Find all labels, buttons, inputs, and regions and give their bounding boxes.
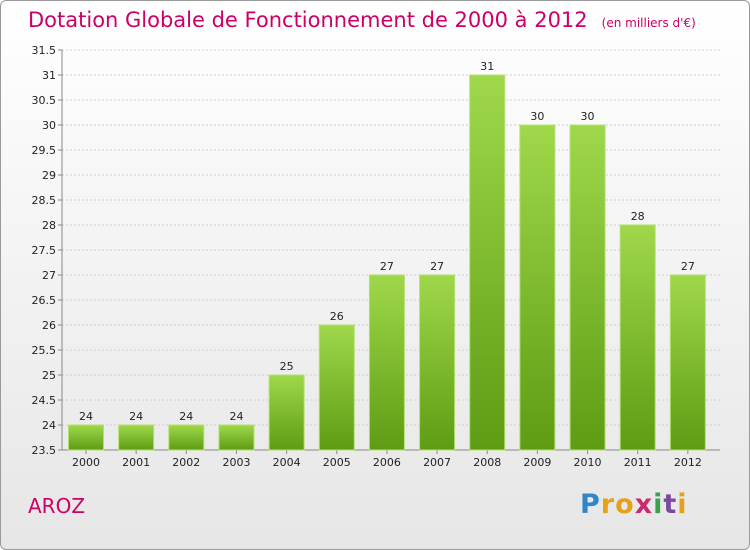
bar xyxy=(669,274,706,451)
x-tick-label: 2009 xyxy=(523,456,551,469)
y-tick-label: 27 xyxy=(42,269,56,282)
x-tick-label: 2012 xyxy=(674,456,702,469)
x-tick-label: 2003 xyxy=(222,456,250,469)
y-tick-label: 31 xyxy=(42,69,56,82)
bar-value-label: 27 xyxy=(681,260,695,273)
x-tick-label: 2007 xyxy=(423,456,451,469)
y-tick-label: 28 xyxy=(42,219,56,232)
x-tick-label: 2000 xyxy=(72,456,100,469)
y-tick-label: 24.5 xyxy=(32,394,57,407)
bar-value-label: 24 xyxy=(179,410,193,423)
bar-value-label: 27 xyxy=(430,260,444,273)
unit-label: (en milliers d'€) xyxy=(601,16,696,30)
y-tick-label: 25.5 xyxy=(32,344,57,357)
y-tick-label: 27.5 xyxy=(32,244,57,257)
y-tick-label: 24 xyxy=(42,419,56,432)
bar-value-label: 25 xyxy=(280,360,294,373)
y-tick-label: 29 xyxy=(42,169,56,182)
logo-letter: i xyxy=(653,489,664,520)
x-tick-label: 2005 xyxy=(323,456,351,469)
y-tick-label: 28.5 xyxy=(32,194,57,207)
logo-letter: r xyxy=(600,489,616,520)
bar xyxy=(569,124,606,451)
x-tick-label: 2002 xyxy=(172,456,200,469)
y-tick-label: 31.5 xyxy=(32,44,57,57)
bar-value-label: 24 xyxy=(129,410,143,423)
logo-letter: P xyxy=(580,489,601,520)
chart-title: Dotation Globale de Fonctionnement de 20… xyxy=(28,8,696,32)
x-tick-label: 2006 xyxy=(373,456,401,469)
logo-letter: i xyxy=(677,489,688,520)
x-tick-label: 2010 xyxy=(574,456,602,469)
bar-value-label: 28 xyxy=(631,210,645,223)
y-tick-labels: 23.5 24 24.5 25 25.5 26 26.5 27 27.5 28 28.5 29 29.5… xyxy=(32,44,57,457)
y-tick-label: 30 xyxy=(42,119,56,132)
x-tick-label: 2001 xyxy=(122,456,150,469)
bar-value-label: 30 xyxy=(581,110,595,123)
bar xyxy=(218,424,255,451)
bar xyxy=(419,274,456,451)
x-tick-label: 2011 xyxy=(624,456,652,469)
bar-value-label: 24 xyxy=(229,410,243,423)
x-tick-labels: 2000 2001 2002 2003 2004 2005 2006 2007 2008 2009… xyxy=(72,456,702,469)
commune-name: AROZ xyxy=(28,494,86,518)
bar xyxy=(368,274,405,451)
bar xyxy=(118,424,155,451)
bar-value-label: 30 xyxy=(530,110,544,123)
logo-letter: o xyxy=(615,489,635,520)
bars: 24 24 24 24 25 26 27 27 31 30 30 28 27 xyxy=(68,60,706,451)
bar-value-label: 24 xyxy=(79,410,93,423)
bar xyxy=(318,324,355,451)
bar-value-label: 26 xyxy=(330,310,344,323)
bar xyxy=(168,424,205,451)
y-tick-label: 26.5 xyxy=(32,294,57,307)
bar xyxy=(469,74,506,451)
logo-letter: t xyxy=(663,489,678,520)
y-tick-label: 25 xyxy=(42,369,56,382)
x-tick-label: 2008 xyxy=(473,456,501,469)
title-text: Dotation Globale de Fonctionnement de 20… xyxy=(28,8,588,32)
y-tick-label: 29.5 xyxy=(32,144,57,157)
bar xyxy=(519,124,556,451)
bar-value-label: 27 xyxy=(380,260,394,273)
bar xyxy=(68,424,104,451)
y-tick-label: 26 xyxy=(42,319,56,332)
x-tick-label: 2004 xyxy=(273,456,301,469)
logo-letter: x xyxy=(634,489,654,520)
bar xyxy=(268,374,305,451)
bar xyxy=(619,224,656,451)
y-tick-label: 30.5 xyxy=(32,94,57,107)
bar-value-label: 31 xyxy=(480,60,494,73)
y-tick-label: 23.5 xyxy=(32,444,57,457)
proxiti-logo: Proxiti xyxy=(580,489,688,520)
